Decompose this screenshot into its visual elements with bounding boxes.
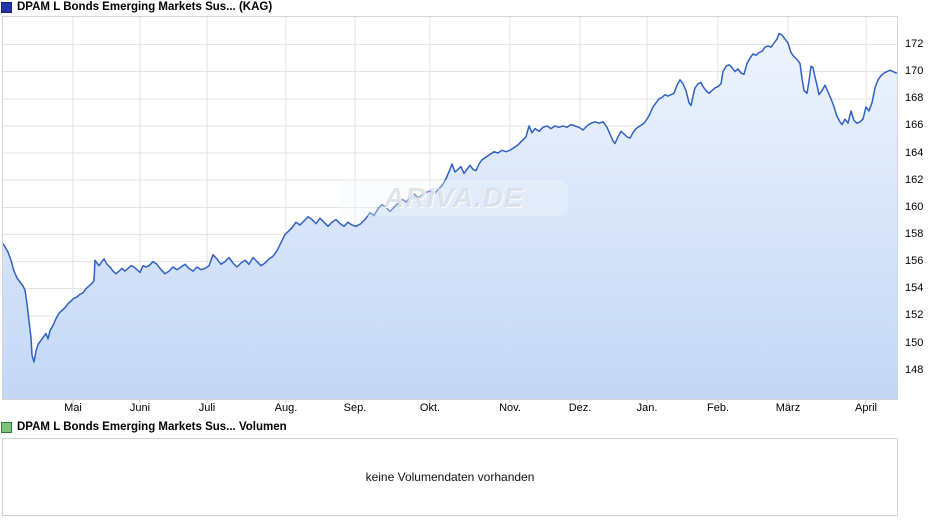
blue-square-icon: [1, 2, 12, 13]
x-axis-label: Nov.: [499, 402, 521, 414]
x-axis-label: Okt.: [419, 402, 441, 414]
y-axis-label: 148: [905, 363, 924, 376]
volume-series-legend: DPAM L Bonds Emerging Markets Sus... Vol…: [1, 420, 287, 435]
x-axis-label: Sep.: [343, 402, 367, 414]
y-axis-label: 158: [905, 227, 924, 240]
price-series-legend: DPAM L Bonds Emerging Markets Sus... (KA…: [1, 0, 272, 15]
volume-panel: keine Volumendaten vorhanden: [2, 438, 898, 516]
x-axis-label: April: [854, 402, 878, 414]
y-axis-label: 162: [905, 173, 924, 186]
x-axis-label: Aug.: [274, 402, 298, 414]
volume-empty-message: keine Volumendaten vorhanden: [365, 470, 535, 484]
y-axis-label: 160: [905, 200, 924, 213]
y-axis-label: 168: [905, 92, 924, 105]
y-axis-label: 150: [905, 336, 924, 349]
green-square-icon: [1, 422, 12, 433]
y-axis-label: 166: [905, 119, 924, 132]
y-axis-label: 156: [905, 255, 924, 268]
volume-series-title: DPAM L Bonds Emerging Markets Sus... Vol…: [17, 421, 287, 433]
x-axis-label: Feb.: [706, 402, 730, 414]
x-axis-label: Mai: [64, 402, 82, 414]
y-axis-label: 172: [905, 37, 924, 50]
x-axis-label: Juli: [198, 402, 216, 414]
x-axis-label: März: [775, 402, 801, 414]
price-series-title: DPAM L Bonds Emerging Markets Sus... (KA…: [17, 1, 273, 13]
y-axis-label: 164: [905, 146, 924, 159]
price-chart-canvas: [1, 16, 899, 403]
x-axis-label: Dez.: [568, 402, 592, 414]
y-axis-label: 154: [905, 282, 924, 295]
price-chart-plot: [1, 16, 899, 404]
x-axis-label: Juni: [129, 402, 151, 414]
x-axis-label: Jan.: [636, 402, 658, 414]
y-axis-label: 152: [905, 309, 924, 322]
y-axis-label: 170: [905, 65, 924, 78]
